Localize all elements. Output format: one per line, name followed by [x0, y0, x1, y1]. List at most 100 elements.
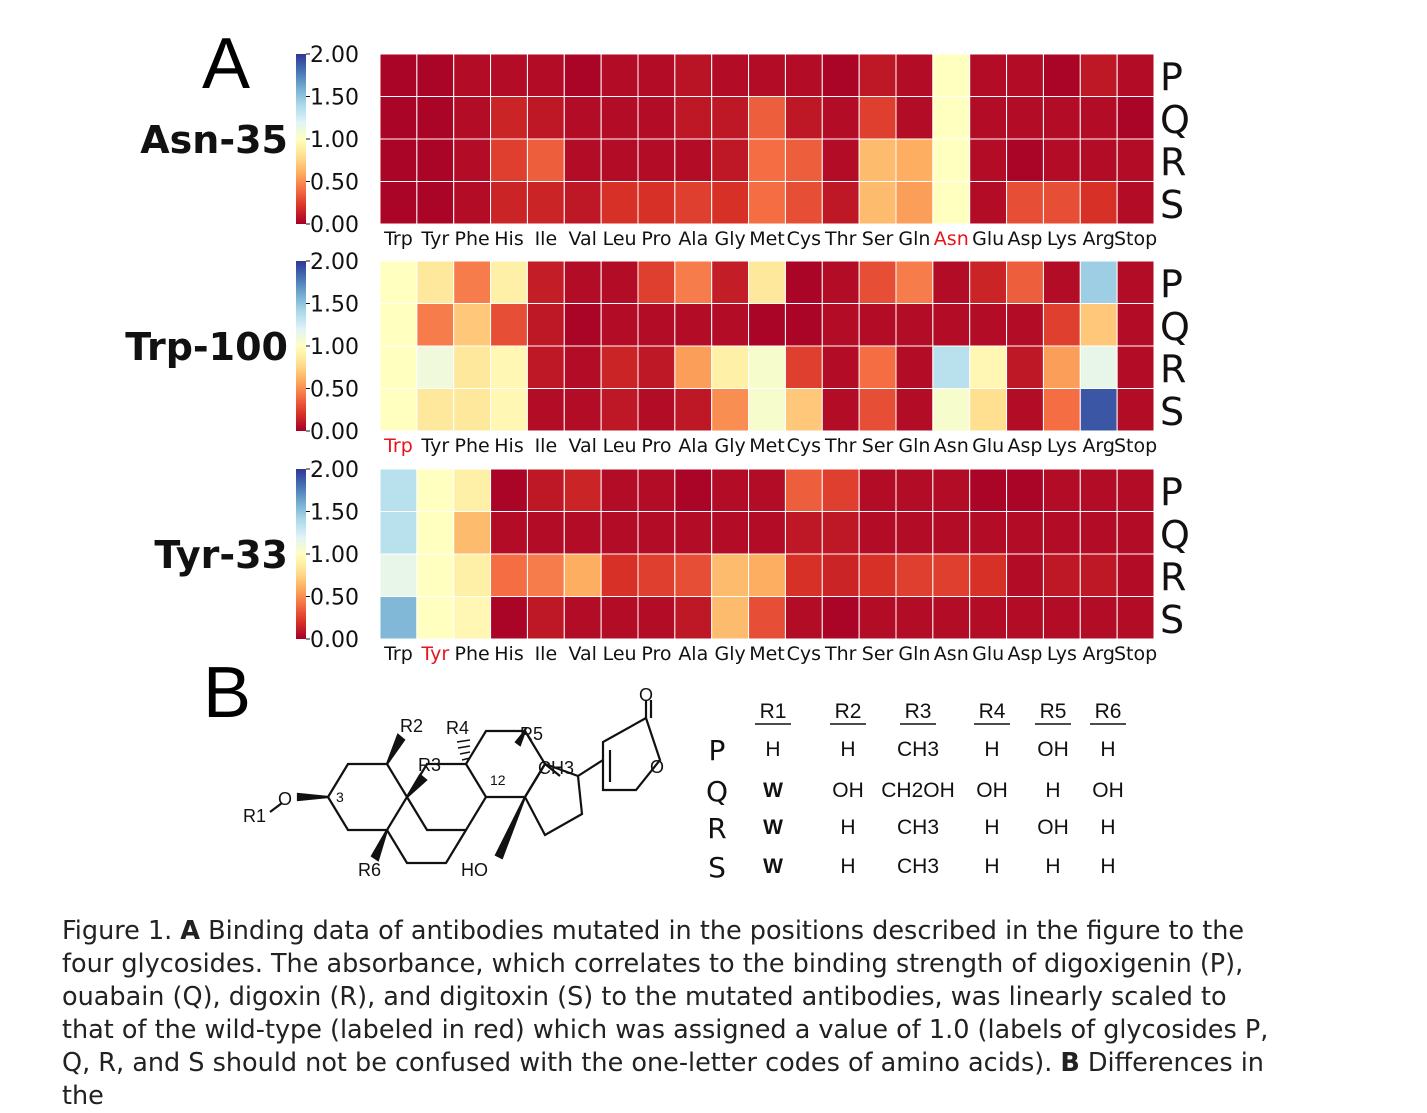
heatmap-cell — [784, 96, 823, 140]
column-label: Ile — [535, 435, 558, 457]
heatmap-cell — [748, 303, 786, 347]
heatmap-cell — [711, 181, 750, 225]
label-r4: R4 — [446, 718, 469, 738]
column-label: Thr — [824, 228, 857, 250]
heatmap-cell — [821, 53, 860, 97]
heatmap-cell — [821, 138, 860, 182]
column-label: Arg — [1082, 643, 1115, 665]
colorbar-tick-label: 1.50 — [310, 293, 359, 318]
heatmap-cell — [637, 138, 676, 182]
colorbar — [296, 54, 306, 224]
ring-b-lower — [386, 829, 467, 865]
bond-17-20 — [577, 759, 604, 777]
heatmap-cell — [784, 468, 823, 512]
column-label: Pro — [641, 228, 671, 250]
heatmap-cell — [416, 468, 455, 512]
column-label: Ala — [678, 643, 708, 665]
column-label: Lys — [1047, 228, 1077, 250]
colorbar-tick-label: 0.00 — [310, 213, 359, 238]
heatmap-cell — [821, 303, 860, 347]
label-ho: HO — [461, 860, 488, 880]
heatmap-cell — [1006, 303, 1044, 347]
heatmap-cell — [858, 345, 897, 389]
heatmap-cell — [1116, 53, 1155, 97]
heatmap-cell — [1079, 181, 1118, 225]
column-label: Asp — [1008, 435, 1043, 457]
column-label: Phe — [455, 228, 490, 250]
column-label: Leu — [603, 643, 637, 665]
heatmap-cell — [674, 511, 713, 555]
heatmap-cell — [637, 388, 676, 432]
column-label: Cys — [787, 435, 821, 457]
column-label: Lys — [1047, 643, 1077, 665]
heatmap-cell — [858, 181, 897, 225]
heatmap-cell — [858, 553, 897, 597]
heatmap-cell — [821, 596, 860, 640]
heatmap-cell — [637, 511, 676, 555]
colorbar-tick-label: 0.00 — [310, 420, 359, 445]
heatmap-cell — [600, 596, 639, 640]
heatmap-cell — [895, 181, 934, 225]
heatmap-cell — [858, 303, 897, 347]
heatmap-cell — [600, 138, 639, 182]
heatmap-cell — [1116, 181, 1155, 225]
wedge-ho — [494, 796, 527, 860]
bond-r1-o — [269, 802, 283, 813]
table-cell: W — [763, 855, 783, 878]
column-label: Ala — [678, 435, 708, 457]
substituent-table: R1 R2 R3 R4 R5 R6P H H CH3 H OH HQ W OH CH2OH OH H OHR W H C… — [706, 700, 1126, 884]
heatmap-cell — [711, 345, 750, 389]
heatmap-cell — [416, 53, 455, 97]
heatmap-cell — [748, 138, 786, 182]
label-r3: R3 — [418, 755, 441, 775]
label-12: 12 — [490, 772, 506, 788]
heatmap-cell — [784, 553, 823, 597]
caption-fig-label: Figure 1. — [62, 916, 173, 946]
heatmap-cell — [932, 260, 971, 304]
column-label: Lys — [1047, 435, 1077, 457]
column-label: Asp — [1008, 228, 1043, 250]
table-cell: H — [984, 738, 999, 761]
table-cell: H — [1045, 855, 1060, 878]
row-label: R — [1160, 140, 1186, 184]
hash-r4 — [456, 739, 471, 761]
column-label: Tyr — [420, 435, 449, 457]
caption-a-label: A — [180, 916, 201, 946]
heatmap-cell — [600, 96, 639, 140]
heatmap-cell — [711, 96, 750, 140]
heatmap-cell — [490, 511, 528, 555]
column-label: Arg — [1082, 228, 1115, 250]
heatmap-cell — [379, 53, 418, 97]
heatmap-cell — [1079, 345, 1118, 389]
heatmap-cell — [1079, 468, 1118, 512]
ring-d — [524, 762, 584, 837]
heatmap-cell — [674, 260, 713, 304]
row-label: R — [1160, 555, 1186, 599]
heatmap-cell — [969, 388, 1008, 432]
table-header: R1 — [760, 700, 787, 723]
heatmap-cell — [563, 138, 602, 182]
column-label: Asn — [934, 643, 969, 665]
heatmap-cell — [821, 388, 860, 432]
table-header: R4 — [979, 700, 1006, 723]
heatmap-cell — [711, 468, 750, 512]
heatmap-cell — [416, 553, 455, 597]
heatmap-cell — [748, 596, 786, 640]
column-label: Stop — [1114, 643, 1157, 665]
column-label: Ile — [535, 643, 558, 665]
structure-labels: R2 R4 R5 R3 12 CH3 O R1 3 R6 HO O O — [243, 685, 664, 880]
heatmap-cell — [563, 596, 602, 640]
heatmap-cell — [674, 345, 713, 389]
column-label: Asn — [934, 435, 969, 457]
colorbar-tick-label: 0.50 — [310, 171, 359, 196]
heatmap-cell — [1006, 553, 1044, 597]
heatmap-cell — [490, 138, 528, 182]
heatmap-cell — [674, 53, 713, 97]
colorbar-tick-label: 1.50 — [310, 501, 359, 526]
row-label: Q — [1160, 98, 1190, 142]
colorbar-tick-label: 2.00 — [310, 250, 359, 275]
colorbar — [296, 261, 306, 431]
column-label: Stop — [1114, 435, 1157, 457]
